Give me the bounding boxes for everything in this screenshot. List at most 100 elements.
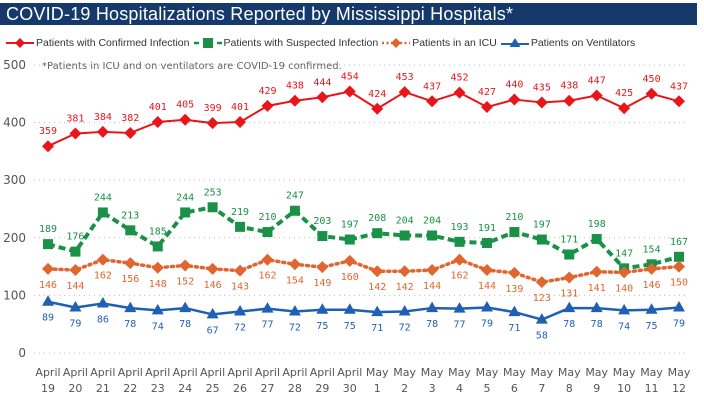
data-point-confirmed[interactable] [234,116,247,129]
data-point-icu[interactable] [316,261,329,274]
data-point-confirmed[interactable] [371,102,384,115]
data-point-confirmed[interactable] [124,126,137,139]
data-point-ventilators[interactable] [480,300,493,312]
data-point-icu[interactable] [234,264,247,277]
data-point-icu[interactable] [42,262,54,275]
data-point-icu[interactable] [124,257,137,270]
data-point-ventilators[interactable] [206,307,219,319]
data-point-ventilators[interactable] [151,303,164,315]
legend-item-ventilators[interactable]: Patients on Ventilators [500,36,635,50]
data-point-icu[interactable] [69,264,82,277]
data-point-icu[interactable] [508,266,521,279]
data-point-confirmed[interactable] [316,91,329,104]
data-point-ventilators[interactable] [179,301,192,313]
data-point-confirmed[interactable] [343,85,356,98]
data-point-ventilators[interactable] [96,296,109,308]
data-point-icu[interactable] [343,254,356,267]
data-point-confirmed[interactable] [426,95,439,108]
data-point-confirmed[interactable] [480,101,493,114]
data-point-ventilators[interactable] [42,295,54,306]
data-point-icu[interactable] [96,253,109,266]
data-point-ventilators[interactable] [618,303,631,315]
data-point-suspected[interactable] [591,233,602,244]
data-point-confirmed[interactable] [288,94,301,107]
data-point-ventilators[interactable] [590,301,603,313]
data-point-confirmed[interactable] [563,94,576,107]
data-point-ventilators[interactable] [288,305,301,316]
data-point-icu[interactable] [563,271,576,284]
data-point-icu[interactable] [426,264,439,277]
data-point-confirmed[interactable] [96,125,109,138]
data-point-icu[interactable] [618,266,631,279]
data-point-ventilators[interactable] [398,305,411,316]
data-point-icu[interactable] [151,261,164,274]
data-point-icu[interactable] [535,276,548,289]
data-point-suspected[interactable] [344,234,355,245]
data-point-suspected[interactable] [125,225,136,236]
data-point-icu[interactable] [398,265,411,278]
data-point-suspected[interactable] [180,207,191,218]
data-point-ventilators[interactable] [645,303,658,314]
data-point-confirmed[interactable] [453,86,466,99]
data-point-confirmed[interactable] [618,102,631,115]
data-point-suspected[interactable] [674,251,684,262]
data-point-suspected[interactable] [262,227,273,238]
data-point-icu[interactable] [480,264,493,277]
data-point-ventilators[interactable] [316,303,329,314]
data-point-icu[interactable] [288,258,301,271]
y-axis: 0 100 200 300 400 500 [3,58,26,360]
data-point-suspected[interactable] [536,234,547,245]
data-point-confirmed[interactable] [398,86,411,99]
data-point-ventilators[interactable] [234,305,247,316]
data-point-ventilators[interactable] [563,301,576,313]
data-point-suspected[interactable] [399,230,410,241]
data-point-suspected[interactable] [207,202,218,213]
data-point-suspected[interactable] [481,237,492,248]
data-point-icu[interactable] [179,259,192,272]
data-point-suspected[interactable] [289,205,300,216]
data-point-ventilators[interactable] [69,300,82,312]
data-point-ventilators[interactable] [124,301,137,313]
legend-item-confirmed[interactable]: Patients with Confirmed Infection [6,36,190,50]
data-point-suspected[interactable] [97,207,108,218]
data-point-suspected[interactable] [70,246,81,257]
legend-item-suspected[interactable]: Patients with Suspected Infection [193,36,378,50]
data-point-icu[interactable] [590,265,603,278]
data-point-suspected[interactable] [372,228,383,239]
data-point-suspected[interactable] [564,249,575,260]
data-point-ventilators[interactable] [426,301,439,313]
data-point-confirmed[interactable] [673,95,685,108]
data-point-confirmed[interactable] [645,87,658,100]
data-point-confirmed[interactable] [151,116,164,129]
data-point-suspected[interactable] [317,231,328,242]
data-point-confirmed[interactable] [261,99,274,112]
data-point-icu[interactable] [261,253,274,266]
data-point-icu[interactable] [453,253,466,266]
data-point-icu[interactable] [673,260,685,273]
data-point-suspected[interactable] [43,239,53,250]
data-point-icu[interactable] [645,262,658,275]
data-point-suspected[interactable] [427,230,438,241]
data-point-ventilators[interactable] [673,300,685,312]
data-point-confirmed[interactable] [42,140,54,153]
data-point-confirmed[interactable] [508,93,521,106]
data-point-ventilators[interactable] [371,305,384,317]
data-point-confirmed[interactable] [590,89,603,102]
data-point-confirmed[interactable] [535,96,548,109]
data-point-suspected[interactable] [509,227,520,238]
data-point-ventilators[interactable] [535,313,548,324]
data-point-confirmed[interactable] [179,113,192,126]
data-point-confirmed[interactable] [69,127,82,140]
data-point-ventilators[interactable] [343,303,356,314]
data-point-suspected[interactable] [235,221,246,232]
data-point-icu[interactable] [371,265,384,278]
data-point-ventilators[interactable] [508,305,521,317]
data-point-icu[interactable] [206,262,219,275]
data-point-confirmed[interactable] [206,117,219,130]
data-point-ventilators[interactable] [261,302,274,313]
data-point-ventilators[interactable] [453,302,466,313]
data-point-suspected[interactable] [152,241,163,252]
data-point-suspected[interactable] [454,236,465,247]
legend-item-icu[interactable]: Patients in an ICU [382,36,497,50]
